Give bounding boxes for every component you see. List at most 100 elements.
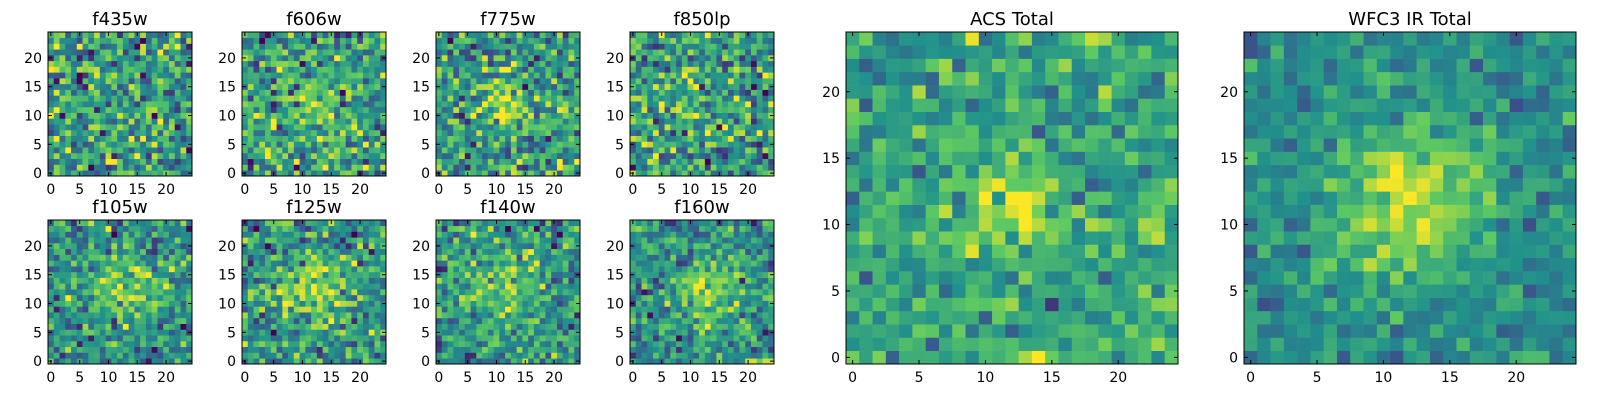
heatmap-cell (487, 294, 494, 301)
heatmap-cell (499, 225, 506, 232)
heatmap-cell (71, 231, 78, 238)
heatmap-cell (259, 60, 266, 67)
heatmap-cell (756, 32, 763, 39)
heatmap-cell (105, 231, 112, 238)
heatmap-cell (242, 352, 249, 359)
heatmap-cell (242, 60, 249, 67)
heatmap-cell (441, 43, 448, 50)
heatmap-cell (94, 49, 101, 56)
heatmap-cell (545, 283, 552, 290)
heatmap-cell (94, 254, 101, 261)
heatmap-cell (76, 312, 83, 319)
heatmap-cell (436, 335, 443, 342)
heatmap-cell (282, 112, 289, 119)
heatmap-cell (733, 141, 740, 148)
heatmap-cell (368, 72, 375, 79)
heatmap-cell (357, 277, 364, 284)
heatmap-cell (117, 283, 124, 290)
heatmap-cell (727, 317, 734, 324)
heatmap-cell (265, 32, 272, 39)
heatmap-cell (374, 266, 381, 273)
heatmap-cell (311, 277, 318, 284)
heatmap-cell (380, 89, 387, 96)
heatmap-cell (76, 248, 83, 255)
heatmap-cell (270, 323, 277, 330)
heatmap-cell (99, 294, 106, 301)
heatmap-cell (247, 294, 254, 301)
heatmap-cell (168, 323, 176, 330)
heatmap-cell (357, 323, 364, 330)
heatmap-cell (299, 106, 306, 113)
heatmap-cell (174, 37, 181, 44)
x-tick-label: 15 (516, 370, 534, 386)
heatmap-cell (658, 89, 665, 96)
heatmap-cell (453, 248, 460, 255)
heatmap-cell (288, 248, 295, 255)
heatmap-cell (351, 135, 358, 142)
heatmap-cell (311, 294, 318, 301)
heatmap-cell (94, 329, 101, 336)
heatmap-cell (168, 277, 176, 284)
heatmap-cell (447, 306, 454, 313)
heatmap-cell (568, 106, 575, 113)
heatmap-cell (247, 78, 254, 85)
heatmap-cell (453, 164, 460, 171)
heatmap-cell (180, 83, 187, 90)
heatmap-cell (117, 237, 124, 244)
heatmap-cell (380, 317, 387, 324)
heatmap-cell (687, 340, 694, 348)
heatmap-cell (94, 323, 101, 330)
heatmap-cell (122, 283, 129, 290)
heatmap-cell (551, 124, 558, 131)
heatmap-cell (464, 152, 471, 160)
heatmap-cell (59, 83, 66, 90)
heatmap-cell (134, 43, 141, 50)
heatmap-cell (334, 118, 341, 125)
heatmap-cell (551, 329, 558, 336)
heatmap-cell (311, 158, 318, 165)
heatmap-cell (658, 352, 665, 359)
heatmap-cell (727, 37, 734, 44)
heatmap-cell (739, 283, 746, 290)
heatmap-cell (151, 32, 158, 39)
heatmap-cell (351, 225, 358, 232)
heatmap-cell (140, 43, 147, 50)
heatmap-cell (739, 329, 746, 336)
heatmap-cell (574, 231, 581, 238)
heatmap-cell (293, 277, 300, 284)
heatmap-cell (59, 323, 66, 330)
heatmap-cell (288, 141, 295, 148)
heatmap-cell (733, 358, 740, 365)
heatmap-cell (453, 358, 460, 365)
heatmap-cell (436, 37, 443, 44)
heatmap-cell (174, 106, 181, 113)
heatmap-cell (311, 312, 318, 319)
heatmap-cell (641, 66, 648, 73)
heatmap-cell (630, 277, 637, 284)
heatmap-cell (140, 323, 147, 330)
heatmap-cell (551, 317, 558, 324)
heatmap-cell (99, 243, 106, 250)
heatmap-cell (470, 78, 477, 85)
heatmap-cell (311, 306, 318, 313)
heatmap-cell (65, 231, 72, 238)
x-tick-label: 5 (75, 370, 84, 386)
heatmap-cell (459, 129, 466, 136)
heatmap-cell (441, 352, 448, 359)
heatmap-cell (145, 37, 152, 44)
heatmap-cell (82, 43, 89, 50)
heatmap-cell (447, 358, 454, 365)
heatmap-cell (111, 37, 118, 44)
heatmap-cell (664, 277, 671, 284)
heatmap-cell (722, 352, 729, 359)
y-tick-label: 5 (421, 137, 430, 153)
heatmap-cell (533, 124, 540, 131)
heatmap-cell (574, 248, 581, 255)
heatmap-cell (670, 72, 677, 79)
heatmap-cell (482, 118, 489, 125)
heatmap-cell (99, 358, 106, 365)
heatmap-cell (453, 43, 460, 50)
heatmap-cell (311, 83, 318, 90)
heatmap-cell (551, 158, 558, 165)
heatmap-cell (681, 346, 688, 353)
